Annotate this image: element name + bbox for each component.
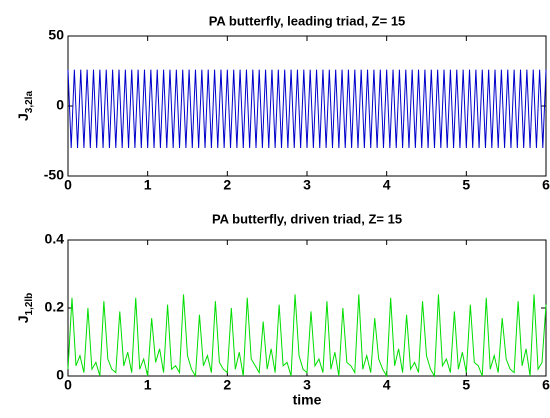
x-tick-label: 1 bbox=[144, 377, 152, 393]
data-line bbox=[67, 69, 547, 149]
x-tick-label: 0 bbox=[64, 377, 72, 393]
x-tick-label: 2 bbox=[223, 177, 231, 193]
y-tick-label: 0 bbox=[56, 97, 64, 113]
x-tick-label: 2 bbox=[223, 377, 231, 393]
x-tick-label: 3 bbox=[303, 177, 311, 193]
chart-title: PA butterfly, leading triad, Z= 15 bbox=[209, 13, 406, 28]
x-tick-label: 3 bbox=[303, 377, 311, 393]
y-tick-label: 50 bbox=[48, 27, 64, 43]
x-tick-label: 4 bbox=[383, 177, 391, 193]
y-axis-label: J1,2lb bbox=[15, 293, 35, 324]
y-axis-label-main: J bbox=[15, 316, 31, 324]
x-tick-label: 0 bbox=[64, 177, 72, 193]
y-axis-label-sub: 1,2lb bbox=[24, 293, 35, 316]
x-axis-label: time bbox=[293, 392, 322, 408]
y-axis-label-sub: 3,2la bbox=[24, 91, 35, 114]
y-tick-label: -50 bbox=[44, 167, 64, 183]
x-tick-label: 1 bbox=[144, 177, 152, 193]
y-axis-label: J3,2la bbox=[15, 91, 35, 121]
y-tick-label: 0.4 bbox=[45, 231, 65, 247]
x-tick-label: 5 bbox=[462, 177, 470, 193]
x-tick-label: 6 bbox=[542, 377, 550, 393]
y-tick-label: 0.2 bbox=[45, 299, 65, 315]
y-axis-label-main: J bbox=[15, 113, 31, 121]
x-tick-label: 6 bbox=[542, 177, 550, 193]
chart-title: PA butterfly, driven triad, Z= 15 bbox=[212, 211, 402, 226]
data-line bbox=[67, 294, 547, 378]
x-tick-label: 4 bbox=[383, 377, 391, 393]
x-tick-label: 5 bbox=[462, 377, 470, 393]
y-tick-label: 0 bbox=[56, 367, 64, 383]
